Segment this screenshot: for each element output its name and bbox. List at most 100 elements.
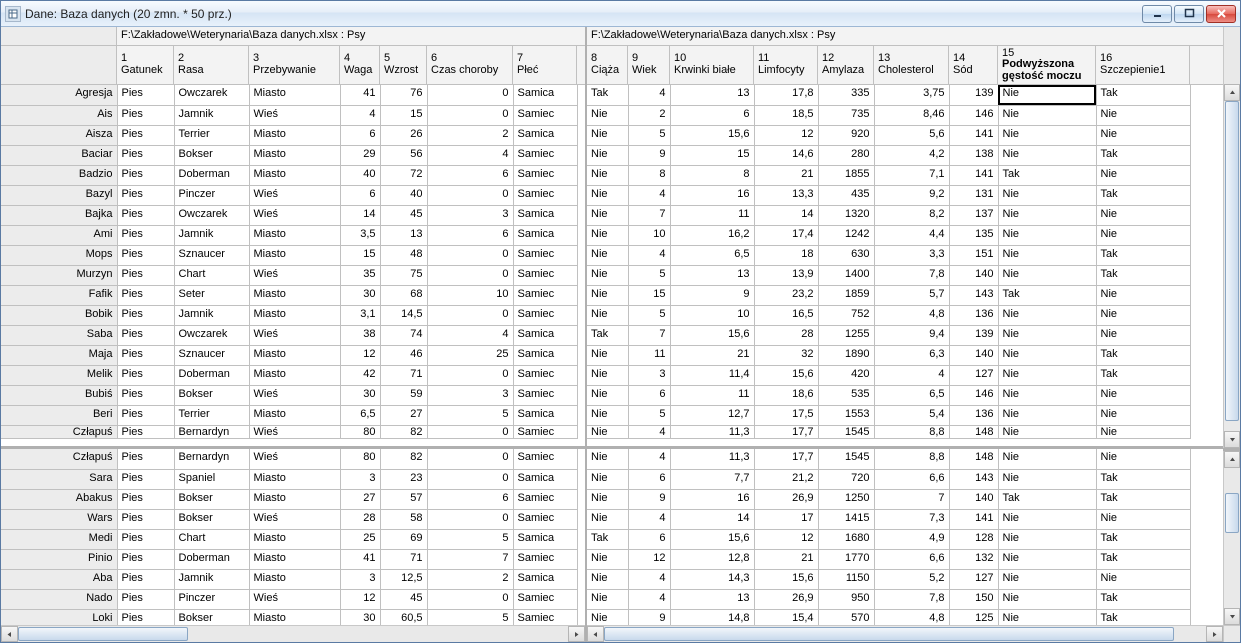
cell[interactable]: 127 — [949, 365, 998, 385]
cell[interactable]: Samiec — [513, 509, 577, 529]
cell[interactable]: 12,7 — [670, 405, 754, 425]
cell[interactable]: Samiec — [513, 489, 577, 509]
table-row[interactable]: Nie91626,912507140TakTak — [587, 489, 1190, 509]
cell[interactable]: Miasto — [249, 225, 340, 245]
cell[interactable]: 2 — [427, 125, 513, 145]
cell[interactable]: Nie — [998, 185, 1096, 205]
cell[interactable]: Nie — [587, 569, 628, 589]
cell[interactable]: Pies — [117, 305, 174, 325]
row-header[interactable]: Agresja — [1, 85, 117, 105]
cell[interactable]: 17,7 — [754, 449, 818, 469]
table-row[interactable]: MopsPiesSznaucerMiasto15480Samiec — [1, 245, 577, 265]
cell[interactable]: 9 — [670, 285, 754, 305]
cell[interactable]: Wieś — [249, 385, 340, 405]
cell[interactable]: Nie — [998, 265, 1096, 285]
cell[interactable]: 7,1 — [874, 165, 949, 185]
table-row[interactable]: Tak715,62812559,4139NieNie — [587, 325, 1190, 345]
cell[interactable]: Pies — [117, 549, 174, 569]
table-row[interactable]: Nie41613,34359,2131NieTak — [587, 185, 1190, 205]
cell[interactable]: Miasto — [249, 609, 340, 625]
cell[interactable]: 140 — [949, 489, 998, 509]
table-row[interactable]: Nie1016,217,412424,4135NieNie — [587, 225, 1190, 245]
table-row[interactable]: Nie4141714157,3141NieNie — [587, 509, 1190, 529]
cell[interactable]: 4,8 — [874, 609, 949, 625]
cell[interactable]: 6 — [628, 469, 670, 489]
cell[interactable]: Tak — [1096, 265, 1190, 285]
hscroll-thumb[interactable] — [604, 627, 1174, 641]
cell[interactable]: Sznaucer — [174, 345, 249, 365]
cell[interactable]: Pies — [117, 165, 174, 185]
cell[interactable]: 131 — [949, 185, 998, 205]
cell[interactable]: 5,7 — [874, 285, 949, 305]
cell[interactable]: 137 — [949, 205, 998, 225]
cell[interactable]: Pies — [117, 225, 174, 245]
cell[interactable]: 6 — [628, 529, 670, 549]
cell[interactable]: Pies — [117, 609, 174, 625]
cell[interactable]: 136 — [949, 405, 998, 425]
cell[interactable]: 143 — [949, 469, 998, 489]
cell[interactable]: Nie — [1096, 205, 1190, 225]
cell[interactable]: Spaniel — [174, 469, 249, 489]
cell[interactable]: Samica — [513, 405, 577, 425]
cell[interactable]: 0 — [427, 105, 513, 125]
cell[interactable]: 920 — [818, 125, 874, 145]
cell[interactable]: Tak — [1096, 85, 1190, 105]
cell[interactable]: Terrier — [174, 125, 249, 145]
cell[interactable]: 141 — [949, 165, 998, 185]
table-row[interactable]: BubiśPiesBokserWieś30593Samiec — [1, 385, 577, 405]
cell[interactable]: 0 — [427, 85, 513, 105]
table-row[interactable]: Nie311,415,64204127NieTak — [587, 365, 1190, 385]
column-header[interactable]: 1Gatunek — [117, 46, 174, 84]
cell[interactable]: Miasto — [249, 365, 340, 385]
cell[interactable]: 4,4 — [874, 225, 949, 245]
cell[interactable]: 14 — [754, 205, 818, 225]
cell[interactable]: Pies — [117, 105, 174, 125]
cell[interactable]: Tak — [998, 285, 1096, 305]
scroll-up-arrow[interactable] — [1224, 451, 1240, 468]
cell[interactable]: Nie — [998, 245, 1096, 265]
cell[interactable]: Pinczer — [174, 185, 249, 205]
table-row[interactable]: CzłapuśPiesBernardynWieś80820Samiec — [1, 449, 577, 469]
cell[interactable]: Miasto — [249, 469, 340, 489]
cell[interactable]: Wieś — [249, 589, 340, 609]
cell[interactable]: Nie — [998, 529, 1096, 549]
cell[interactable]: Nie — [587, 509, 628, 529]
table-row[interactable]: Nie914,815,45704,8125NieTak — [587, 609, 1190, 625]
cell[interactable]: 15 — [380, 105, 427, 125]
cell[interactable]: Pies — [117, 385, 174, 405]
cell[interactable]: Pies — [117, 529, 174, 549]
cell[interactable]: 17,4 — [754, 225, 818, 245]
cell[interactable]: Miasto — [249, 245, 340, 265]
cell[interactable]: 1415 — [818, 509, 874, 529]
cell[interactable]: 12 — [628, 549, 670, 569]
cell[interactable]: Tak — [587, 85, 628, 105]
cell[interactable]: Miasto — [249, 125, 340, 145]
cell[interactable]: 14,8 — [670, 609, 754, 625]
cell[interactable]: Nie — [587, 449, 628, 469]
vscroll-track[interactable] — [1224, 468, 1240, 608]
table-row[interactable]: Nie46,5186303,3151NieTak — [587, 245, 1190, 265]
cell[interactable]: Chart — [174, 529, 249, 549]
row-header[interactable]: Melik — [1, 365, 117, 385]
cell[interactable]: Tak — [1096, 185, 1190, 205]
cell[interactable]: 26 — [380, 125, 427, 145]
cell[interactable]: Pies — [117, 569, 174, 589]
cell[interactable]: 3 — [340, 469, 380, 489]
cell[interactable]: 0 — [427, 185, 513, 205]
cell[interactable]: Bokser — [174, 385, 249, 405]
cell[interactable]: 5 — [427, 529, 513, 549]
cell[interactable]: 3,1 — [340, 305, 380, 325]
row-header[interactable]: Ais — [1, 105, 117, 125]
scroll-right-arrow[interactable] — [1206, 626, 1223, 642]
row-header[interactable]: Człapuś — [1, 449, 117, 469]
cell[interactable]: 3,3 — [874, 245, 949, 265]
cell[interactable]: Nie — [998, 365, 1096, 385]
cell[interactable]: 8 — [670, 165, 754, 185]
table-row[interactable]: Nie51016,57524,8136NieNie — [587, 305, 1190, 325]
cell[interactable]: 13 — [670, 589, 754, 609]
cell[interactable]: Samiec — [513, 365, 577, 385]
cell[interactable]: 16,2 — [670, 225, 754, 245]
table-row[interactable]: BobikPiesJamnikMiasto3,114,50Samiec — [1, 305, 577, 325]
cell[interactable]: Samica — [513, 529, 577, 549]
cell[interactable]: 71 — [380, 365, 427, 385]
